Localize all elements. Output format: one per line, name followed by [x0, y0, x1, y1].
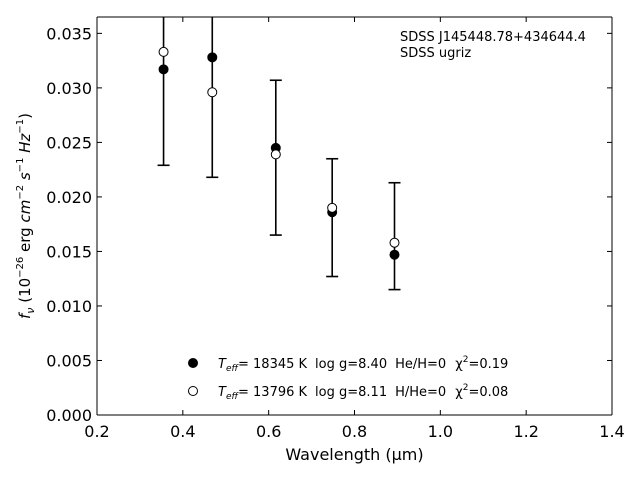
legend-1-composition: He/H=0 — [395, 357, 446, 372]
x-tick-label: 1.0 — [428, 422, 453, 441]
model-point-filled — [207, 52, 218, 63]
model-point-open — [158, 46, 169, 57]
legend-2-chi-superscript: 2 — [463, 383, 469, 393]
model-point-filled — [389, 249, 400, 260]
y-tick-label: 0.025 — [46, 133, 92, 152]
legend-1-teff-subscript: eff — [226, 364, 240, 374]
legend-2-teff-subscript: eff — [226, 392, 240, 402]
annotation-object-name: SDSS J145448.78+434644.4 — [400, 30, 586, 45]
y-tick-label: 0.010 — [46, 297, 92, 316]
x-axis-label: Wavelength (μm) — [285, 445, 423, 464]
y-tick-label: 0.020 — [46, 188, 92, 207]
model-point-open — [270, 149, 281, 160]
legend-1-logg: log g=8.40 — [315, 357, 387, 372]
y-axis-ticks: 0.000 0.005 0.010 0.015 0.020 0.025 0.030 0.035 — [46, 24, 612, 425]
legend-2-composition: H/He=0 — [395, 385, 446, 400]
y-tick-label: 0.030 — [46, 79, 92, 98]
data-points — [158, 46, 400, 260]
legend-1-teff-value: = 18345 K — [238, 357, 308, 372]
legend-label-2: Teff= 13796 K log g=8.11 H/He=0 χ2=0.08 — [218, 383, 508, 402]
legend-1-chi-superscript: 2 — [463, 355, 469, 365]
legend-2-chi-symbol: χ — [455, 385, 463, 400]
y-tick-label: 0.015 — [46, 242, 92, 261]
x-tick-label: 1.4 — [599, 422, 624, 441]
x-axis-ticks: 0.2 0.4 0.6 0.8 1.0 1.2 1.4 — [84, 17, 625, 441]
legend-marker-filled — [188, 358, 198, 368]
y-tick-label: 0.000 — [46, 406, 92, 425]
y-axis-label: fν (10−26 erg cm−2 s−1 Hz−1) — [15, 113, 37, 319]
legend-marker-open — [188, 386, 198, 396]
x-tick-label: 1.2 — [513, 422, 538, 441]
legend-2-teff-symbol: T — [218, 385, 227, 400]
model-point-filled — [158, 64, 169, 75]
annotation-survey: SDSS ugriz — [400, 46, 471, 61]
legend-1-chi-value: =0.19 — [468, 357, 508, 372]
legend-1-chi-symbol: χ — [455, 357, 463, 372]
y-tick-label: 0.035 — [46, 24, 92, 43]
legend-2-logg: log g=8.11 — [315, 385, 387, 400]
x-tick-label: 0.2 — [84, 422, 109, 441]
axis-frame — [96, 16, 613, 416]
legend-1-teff-symbol: T — [218, 357, 227, 372]
model-point-open — [327, 202, 338, 213]
legend-2-teff-value: = 13796 K — [238, 385, 308, 400]
legend-label-1: Teff= 18345 K log g=8.40 He/H=0 χ2=0.19 — [218, 355, 508, 374]
x-tick-label: 0.8 — [342, 422, 367, 441]
model-point-open — [207, 87, 218, 98]
legend-2-chi-value: =0.08 — [468, 385, 508, 400]
y-tick-label: 0.005 — [46, 351, 92, 370]
x-tick-label: 0.4 — [170, 422, 195, 441]
x-tick-label: 0.6 — [256, 422, 281, 441]
model-point-open — [389, 237, 400, 248]
